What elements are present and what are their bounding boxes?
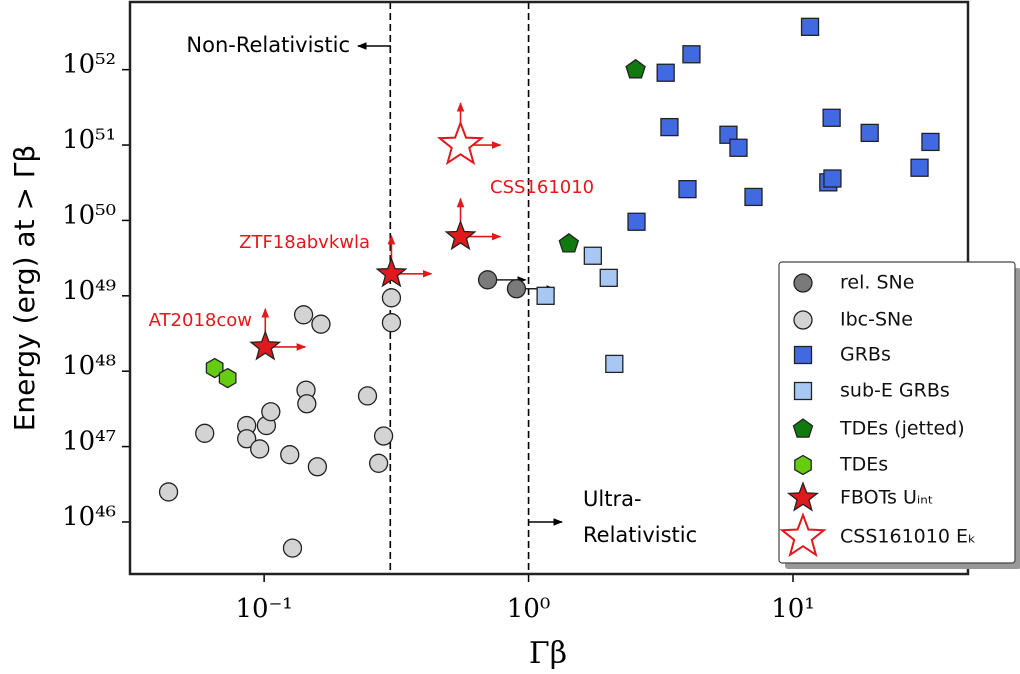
y-tick-label: 10⁴⁶ (62, 502, 116, 532)
point (375, 256, 408, 288)
y-tick-label: 10⁵² (62, 50, 116, 80)
point (218, 367, 237, 389)
point (307, 457, 328, 477)
point (506, 279, 527, 299)
legend-label: Ibc-SNe (840, 309, 913, 331)
point (823, 169, 842, 188)
point (237, 429, 257, 449)
legend-marker (786, 481, 820, 512)
legend-marker (792, 418, 814, 438)
point (678, 179, 697, 199)
point (605, 354, 624, 374)
point (822, 108, 841, 127)
y-tick-label: 10⁵¹ (62, 125, 116, 155)
point (381, 288, 402, 308)
y-tick-label: 10⁴⁷ (62, 427, 116, 457)
legend-marker (793, 310, 813, 330)
point (477, 270, 498, 290)
y-tick-label: 10⁴⁸ (62, 351, 116, 381)
annotation: Ultra- (583, 487, 642, 511)
point (910, 158, 929, 177)
legend-label: FBOTs Uᵢₙₜ (840, 487, 933, 509)
point (205, 357, 224, 379)
annotation: Non-Relativistic (186, 33, 350, 57)
legend-marker (793, 345, 813, 365)
annotation: Relativistic (583, 523, 697, 547)
point (261, 402, 281, 422)
point (250, 439, 270, 459)
point (195, 423, 215, 443)
legend-marker (793, 381, 813, 401)
point (373, 426, 394, 446)
point (625, 58, 646, 79)
x-tick-label: 10⁰ (507, 594, 551, 624)
point (381, 313, 402, 333)
annotation: CSS161010 (490, 177, 594, 198)
y-axis-label: Energy (erg) at > Γβ (8, 145, 41, 432)
legend-label: CSS161010 Eₖ (840, 526, 976, 548)
legend-marker (793, 273, 813, 293)
x-tick-label: 10¹ (771, 594, 815, 624)
point (357, 386, 378, 406)
y-tick-label: 10⁵⁰ (62, 200, 116, 230)
point (921, 132, 940, 152)
point (368, 453, 389, 473)
legend-label: rel. SNe (840, 272, 914, 294)
legend-marker (779, 512, 827, 558)
legend-label: sub-E GRBs (840, 380, 950, 402)
legend-marker (794, 454, 812, 476)
point (158, 482, 179, 502)
point (682, 45, 701, 64)
point (744, 187, 763, 207)
x-tick-label: 10⁻¹ (236, 594, 293, 624)
point (282, 538, 303, 558)
point (729, 138, 748, 157)
legend-label: TDEs (839, 454, 888, 476)
annotation: ZTF18abvkwla (239, 232, 370, 253)
point (627, 212, 646, 231)
point (280, 445, 300, 465)
legend-label: GRBs (840, 344, 891, 366)
point (293, 305, 314, 325)
point (800, 17, 820, 36)
y-tick-label: 10⁴⁹ (62, 276, 116, 306)
legend-label: TDEs (jetted) (839, 418, 965, 440)
legend (778, 261, 1016, 564)
point (860, 123, 879, 143)
point (656, 63, 675, 82)
point (558, 232, 580, 253)
point (660, 117, 679, 137)
annotation: AT2018cow (149, 310, 252, 331)
x-axis-label: Γβ (529, 636, 567, 671)
point (297, 394, 317, 414)
point (311, 314, 331, 334)
point (444, 219, 477, 251)
point (583, 246, 602, 265)
point (599, 268, 618, 288)
point (536, 286, 555, 305)
point (436, 120, 485, 166)
point (249, 330, 282, 361)
